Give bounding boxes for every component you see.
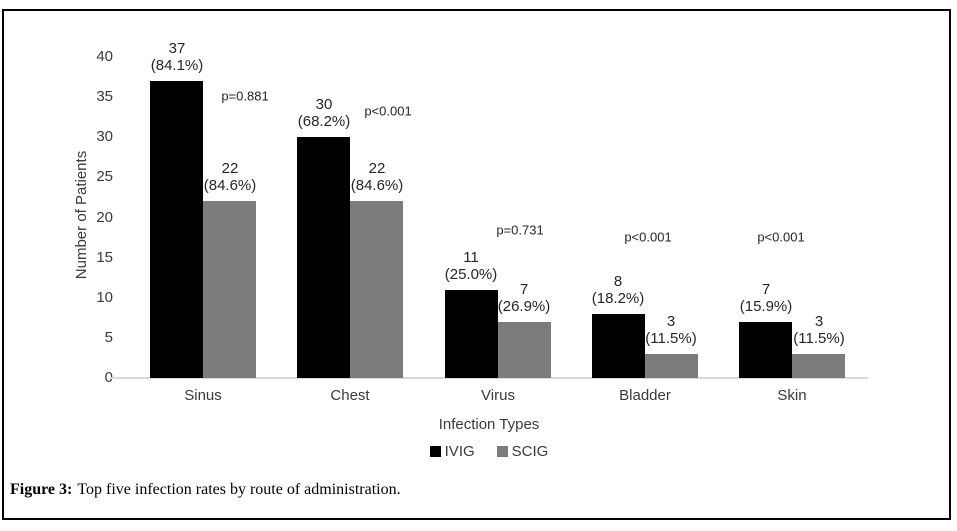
caption-text: Top five infection rates by route of adm…	[77, 481, 401, 498]
p-value-annotation: p<0.001	[757, 229, 805, 245]
category-label-chest: Chest	[330, 387, 370, 404]
bar-scig-skin	[792, 354, 845, 378]
legend-item-ivig: IVIG	[429, 443, 475, 460]
legend-label-ivig: IVIG	[444, 443, 475, 460]
bar-scig-virus	[498, 322, 551, 378]
x-axis-title: Infection Types	[438, 416, 540, 433]
bar-value-label: 8 (18.2%)	[591, 273, 645, 307]
bar-scig-bladder	[645, 354, 698, 378]
bar-ivig-chest	[297, 137, 350, 378]
legend-swatch-ivig	[429, 446, 441, 457]
y-axis-title: Number of Patients	[73, 150, 90, 280]
x-axis-line	[110, 377, 868, 379]
bar-ivig-virus	[445, 290, 498, 378]
category-label-skin: Skin	[777, 387, 807, 404]
bar-ivig-sinus	[150, 81, 203, 378]
y-tick-label: 10	[96, 289, 113, 306]
y-tick-label: 5	[104, 329, 113, 346]
p-value-annotation: p<0.001	[364, 103, 412, 119]
bar-value-label: 7 (15.9%)	[739, 281, 793, 315]
p-value-annotation: p=0.731	[496, 222, 544, 238]
bar-value-label: 11 (25.0%)	[444, 249, 498, 283]
caption-label: Figure 3:	[10, 481, 73, 498]
legend: IVIG SCIG	[110, 443, 868, 460]
bar-value-label: 37 (84.1%)	[150, 40, 204, 74]
y-tick-label: 35	[96, 88, 113, 105]
y-tick-label: 20	[96, 209, 113, 226]
bar-value-label: 3 (11.5%)	[645, 313, 697, 347]
bar-scig-sinus	[203, 201, 256, 378]
figure-caption: Figure 3: Top five infection rates by rou…	[10, 481, 401, 499]
y-tick-label: 0	[104, 369, 113, 386]
y-tick-label: 25	[96, 168, 113, 185]
bar-ivig-skin	[739, 322, 792, 378]
bar-value-label: 7 (26.9%)	[497, 281, 551, 315]
category-label-virus: Virus	[481, 387, 515, 404]
y-tick-label: 15	[96, 249, 113, 266]
y-tick-label: 40	[96, 48, 113, 65]
bar-value-label: 30 (68.2%)	[297, 96, 351, 130]
bar-ivig-bladder	[592, 314, 645, 378]
category-label-sinus: Sinus	[184, 387, 222, 404]
legend-item-scig: SCIG	[496, 443, 549, 460]
bar-value-label: 22 (84.6%)	[203, 160, 257, 194]
p-value-annotation: p<0.001	[624, 229, 672, 245]
y-tick-label: 30	[96, 128, 113, 145]
p-value-annotation: p=0.881	[221, 88, 269, 104]
bar-value-label: 22 (84.6%)	[350, 160, 404, 194]
legend-label-scig: SCIG	[511, 443, 549, 460]
category-label-bladder: Bladder	[619, 387, 671, 404]
legend-swatch-scig	[496, 446, 508, 457]
bar-value-label: 3 (11.5%)	[793, 313, 845, 347]
bar-scig-chest	[350, 201, 403, 378]
